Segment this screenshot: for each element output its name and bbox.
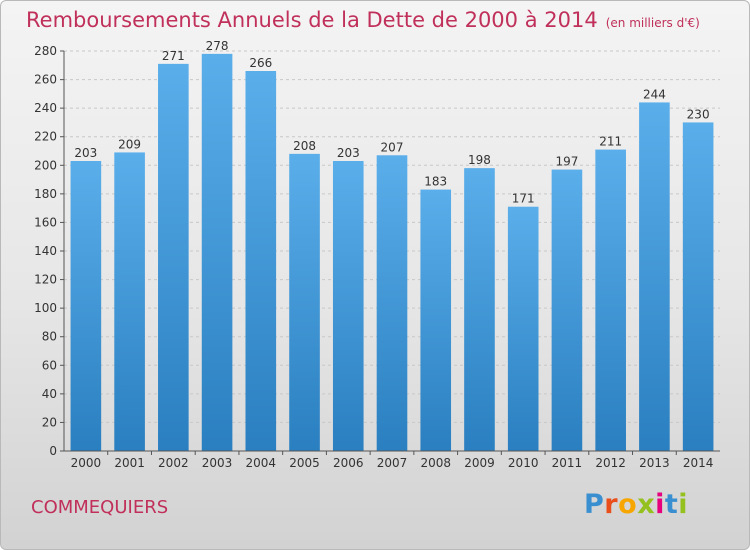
data-label: 211 (599, 135, 622, 149)
x-tick-label: 2009 (464, 456, 495, 470)
x-tick-label: 2008 (420, 456, 451, 470)
bar (70, 161, 102, 451)
y-tick-label: 0 (49, 444, 57, 458)
y-tick-label: 40 (42, 387, 57, 401)
title-text: Remboursements Annuels de la Dette de 20… (26, 8, 598, 32)
logo-letter: r (604, 489, 619, 520)
data-label: 198 (468, 153, 491, 167)
bar (158, 63, 189, 451)
logo-letter: i (655, 489, 665, 520)
logo-letter: P (584, 489, 605, 520)
y-tick-label: 280 (34, 44, 57, 58)
x-tick-label: 2003 (202, 456, 233, 470)
bar (420, 189, 452, 452)
data-label: 244 (643, 87, 666, 101)
bar (376, 155, 408, 452)
title-unit: (en milliers d'€) (605, 16, 700, 30)
bar (551, 169, 583, 452)
bar (464, 168, 495, 451)
x-axis: 2000 2001 2002 2003 2004 2005 2006 2007 2008 2009… (64, 450, 720, 470)
x-tick-label: 2012 (595, 456, 626, 470)
x-tick-label: 2001 (114, 456, 145, 470)
y-tick-label: 20 (42, 415, 57, 429)
x-tick-label: 2005 (289, 456, 320, 470)
data-label: 208 (293, 139, 316, 153)
bar (682, 122, 714, 451)
y-tick-label: 140 (34, 244, 57, 258)
y-tick-label: 160 (34, 215, 57, 229)
logo-letter: o (618, 489, 638, 520)
logo-letter: i (678, 489, 689, 520)
y-tick-label: 180 (34, 187, 57, 201)
data-label: 207 (381, 140, 404, 154)
data-label: 278 (206, 39, 229, 53)
x-tick-label: 2013 (639, 456, 670, 470)
data-label: 266 (249, 56, 272, 70)
x-tick-label: 2007 (377, 456, 408, 470)
data-label: 209 (118, 137, 141, 151)
bar (114, 152, 145, 451)
y-tick-label: 220 (34, 130, 57, 144)
logo-letter: x (637, 489, 656, 520)
bar-series: 203 209 271 278 266 208 203 207 183 198 171 197 211 2… (70, 39, 714, 452)
y-axis: 0 20 40 60 80 100 120 140 160 180 200 220 240 260 280 (34, 44, 65, 458)
bar (332, 161, 364, 451)
data-label: 197 (555, 155, 578, 169)
chart-title: Remboursements Annuels de la Dette de 20… (26, 8, 700, 32)
y-tick-label: 60 (42, 358, 57, 372)
proxiti-logo: Proxiti (584, 489, 688, 520)
data-label: 230 (687, 107, 710, 121)
data-label: 271 (162, 49, 185, 63)
commune-name: COMMEQUIERS (31, 497, 169, 518)
x-tick-label: 2010 (508, 456, 539, 470)
bar (507, 206, 539, 451)
bar (639, 102, 670, 451)
y-tick-label: 100 (34, 301, 57, 315)
bar (289, 153, 320, 451)
bar (595, 149, 626, 452)
logo-letter: t (664, 489, 679, 520)
y-tick-label: 120 (34, 273, 57, 287)
x-tick-label: 2006 (333, 456, 364, 470)
x-tick-label: 2002 (158, 456, 189, 470)
x-tick-label: 2000 (71, 456, 102, 470)
x-tick-label: 2004 (246, 456, 277, 470)
data-label: 171 (512, 192, 535, 206)
y-tick-label: 260 (34, 73, 57, 87)
bar (245, 71, 277, 451)
x-tick-label: 2014 (683, 456, 714, 470)
y-tick-label: 80 (42, 330, 57, 344)
x-tick-label: 2011 (552, 456, 583, 470)
data-label: 203 (74, 146, 97, 160)
bar (201, 53, 233, 451)
data-label: 203 (337, 146, 360, 160)
y-tick-label: 240 (34, 101, 57, 115)
data-label: 183 (424, 175, 447, 189)
y-tick-label: 200 (34, 158, 57, 172)
